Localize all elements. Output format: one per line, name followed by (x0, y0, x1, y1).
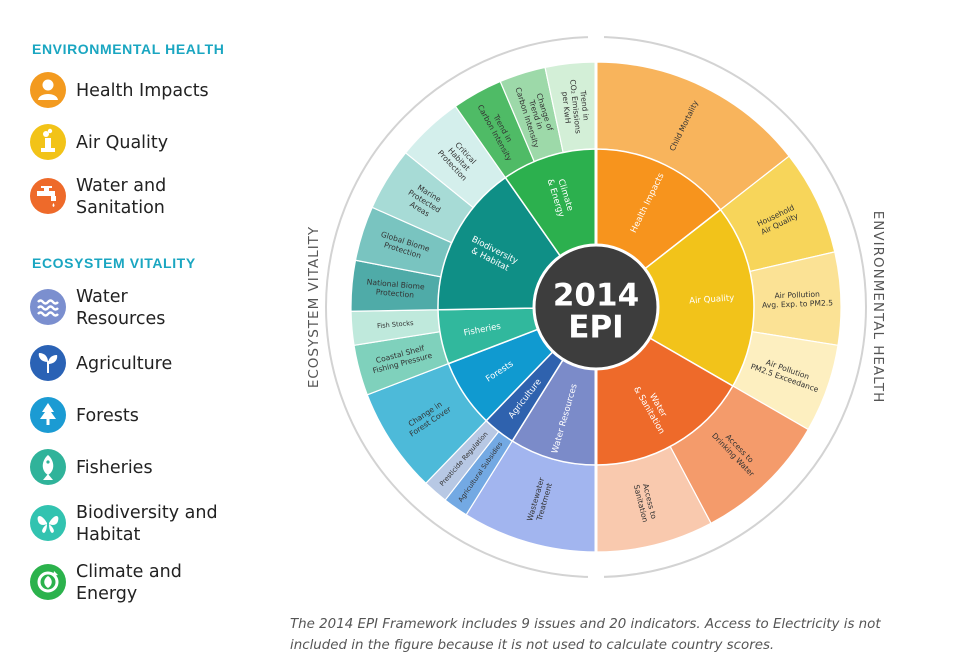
indicator-change-of-trend-in-carbon-intensity: Change ofTrend inCarbon Intensity (499, 66, 564, 163)
faucet-icon (30, 178, 66, 214)
ring-label-ecosystem-vitality: ECOSYSTEM VITALITY (306, 226, 322, 388)
center-epi: EPI (568, 310, 623, 346)
legend-label: Biodiversity and Habitat (76, 503, 218, 545)
ring-gap-bottom (588, 573, 604, 581)
butterfly-icon (30, 505, 66, 541)
legend-item-fisheries: Fisheries (30, 449, 260, 487)
legend-label: Climate and Energy (76, 562, 182, 604)
legend-item-water-sanitation: Water and Sanitation (30, 176, 260, 218)
ecosystem-vitality-title: ECOSYSTEM VITALITY (32, 255, 196, 271)
indicator-label: Trend inCO₂ Emissionsper KwH (559, 78, 592, 135)
waves-icon (30, 289, 66, 325)
legend-label: Agriculture (76, 354, 173, 374)
legend-label: Fisheries (76, 458, 153, 478)
legend-item-climate-energy: Climate and Energy (30, 562, 260, 604)
legend-label: Water and Sanitation (76, 176, 167, 218)
ring-gap-top (588, 33, 604, 41)
indicator-marine-protected-areas: MarineProtectedAreas (371, 151, 475, 244)
fish-icon (30, 449, 66, 485)
indicator-label: Fish Stocks (377, 319, 415, 330)
issue-water-sanitation: Water& Sanitation (595, 336, 734, 466)
indicator-label: National BiomeProtection (366, 277, 426, 300)
leaf-cycle-icon (30, 564, 66, 600)
legend-label: Water Resources (76, 287, 166, 329)
indicator-access-to-drinking-water: Access toDrinking Water (669, 385, 809, 525)
issue-health-impacts: Health Impacts (595, 148, 722, 270)
legend-label: Health Impacts (76, 81, 209, 101)
legend-label: Forests (76, 406, 139, 426)
indicator-air-pollution-pm2-5-exceedance: Air PollutionPM2.5 Exceedance (732, 331, 839, 431)
issue-water-resources: Water Resources (511, 358, 597, 466)
indicator-change-in-forest-cover: Change inForest Cover (366, 362, 488, 485)
sprout-icon (30, 345, 66, 381)
indicator-label: Air PollutionAvg. Exp. to PM2.5 (762, 289, 834, 310)
caption: The 2014 EPI Framework includes 9 issues… (290, 617, 881, 653)
indicator-access-to-sanitation: Access toSanitation (595, 445, 712, 553)
legend-item-water-resources: Water Resources (30, 287, 260, 329)
smokestack-icon (30, 124, 66, 160)
issue-label: Air Quality (689, 293, 735, 306)
environmental-health-title: ENVIRONMENTAL HEALTH (32, 41, 225, 57)
legend-label: Air Quality (76, 133, 169, 153)
legend-item-forests: Forests (30, 397, 260, 435)
ring-label-environmental-health: ENVIRONMENTAL HEALTH (870, 211, 886, 403)
tree-icon (30, 397, 66, 433)
person-icon (30, 72, 66, 108)
indicator-coastal-shelf-fishing-pressure: Coastal ShelfFishing Pressure (353, 331, 450, 396)
center-disc (532, 243, 660, 371)
indicator-household-air-quality: HouseholdAir Quality (719, 155, 836, 273)
legend-item-biodiversity: Biodiversity and Habitat (30, 503, 260, 545)
legend-item-agriculture: Agriculture (30, 345, 260, 383)
legend-item-air-quality: Air Quality (30, 124, 260, 162)
legend-item-health-impacts: Health Impacts (30, 72, 260, 110)
center-year: 2014 (553, 278, 639, 314)
